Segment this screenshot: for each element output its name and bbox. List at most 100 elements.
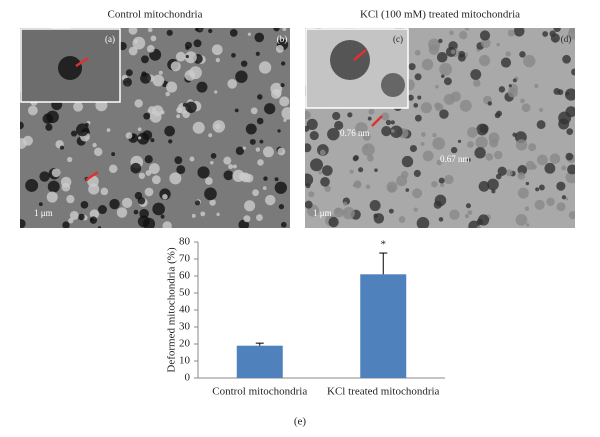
organelle	[368, 108, 375, 115]
y-tick-label: 50	[179, 287, 191, 299]
organelle	[347, 112, 353, 118]
organelle	[335, 207, 341, 214]
organelle	[556, 202, 566, 212]
organelle	[412, 188, 423, 199]
organelle	[89, 216, 98, 224]
organelle	[487, 101, 493, 106]
organelle	[464, 214, 470, 219]
organelle	[443, 93, 455, 105]
organelle	[278, 204, 285, 210]
organelle	[500, 57, 512, 68]
organelle	[194, 200, 201, 206]
organelle	[408, 63, 416, 71]
organelle	[398, 216, 406, 223]
organelle	[553, 87, 561, 95]
organelle	[162, 193, 168, 200]
organelle	[125, 69, 133, 77]
y-tick-label: 20	[179, 338, 191, 350]
organelle	[491, 189, 496, 194]
organelle	[247, 32, 252, 36]
organelle	[374, 168, 378, 172]
organelle	[88, 183, 100, 195]
organelle	[182, 110, 190, 119]
organelle	[20, 138, 27, 149]
organelle	[436, 159, 443, 166]
organelle	[166, 81, 178, 93]
organelle	[421, 58, 434, 71]
organelle	[441, 74, 445, 78]
organelle	[413, 169, 421, 177]
organelle	[111, 152, 116, 157]
organelle	[432, 132, 437, 138]
error-bar	[255, 342, 264, 346]
arrow	[353, 49, 367, 61]
organelle	[142, 217, 156, 228]
organelle	[322, 165, 333, 176]
organelle	[280, 83, 285, 88]
organelle	[193, 39, 202, 48]
organelle	[507, 29, 515, 37]
organelle	[305, 183, 311, 189]
organelle	[352, 155, 359, 162]
organelle	[215, 57, 221, 63]
organelle	[94, 147, 103, 157]
organelle	[116, 207, 128, 218]
organelle	[121, 197, 133, 209]
organelle	[464, 28, 470, 31]
organelle	[536, 120, 546, 130]
organelle	[353, 180, 362, 189]
arrow	[85, 170, 99, 182]
organelle	[420, 132, 426, 137]
organelle	[381, 126, 392, 137]
organelle	[459, 31, 468, 40]
y-tick-label: 60	[179, 270, 191, 282]
organelle	[567, 164, 575, 175]
organelle	[566, 128, 574, 135]
organelle	[271, 88, 282, 99]
organelle	[165, 91, 170, 97]
bar	[360, 274, 407, 378]
organelle	[512, 78, 517, 83]
organelle	[146, 44, 155, 53]
organelle	[42, 113, 54, 124]
organelle	[546, 197, 555, 207]
left-title: Control mitochondria	[107, 9, 202, 21]
organelle	[479, 30, 491, 41]
organelle	[497, 166, 507, 176]
organelle	[498, 86, 506, 93]
organelle	[487, 178, 499, 191]
organelle	[89, 209, 100, 219]
organelle	[175, 51, 186, 62]
bar	[236, 345, 283, 378]
organelle	[457, 139, 462, 143]
organelle	[564, 88, 575, 101]
organelle	[144, 187, 154, 197]
organelle	[148, 163, 160, 174]
organelle	[169, 172, 182, 185]
organelle	[184, 51, 197, 64]
organelle	[227, 78, 237, 89]
organelle	[513, 28, 525, 37]
organelle	[422, 150, 434, 162]
organelle	[571, 68, 575, 76]
organelle	[414, 114, 422, 122]
organelle	[231, 53, 236, 58]
organelle	[275, 45, 284, 53]
organelle	[364, 144, 369, 150]
organelle	[515, 139, 528, 151]
organelle	[324, 185, 331, 192]
organelle	[228, 164, 234, 170]
organelle	[109, 198, 120, 210]
organelle	[59, 145, 64, 150]
organelle	[229, 29, 238, 37]
organelle	[208, 133, 213, 138]
organelle	[534, 83, 539, 88]
organelle	[381, 112, 390, 121]
organelle	[244, 200, 256, 212]
panel-label: (b)	[277, 34, 288, 44]
annotation: *	[381, 239, 387, 251]
organelle	[420, 102, 432, 114]
organelle	[185, 54, 189, 59]
organelle	[496, 110, 502, 117]
organelle	[508, 84, 512, 88]
